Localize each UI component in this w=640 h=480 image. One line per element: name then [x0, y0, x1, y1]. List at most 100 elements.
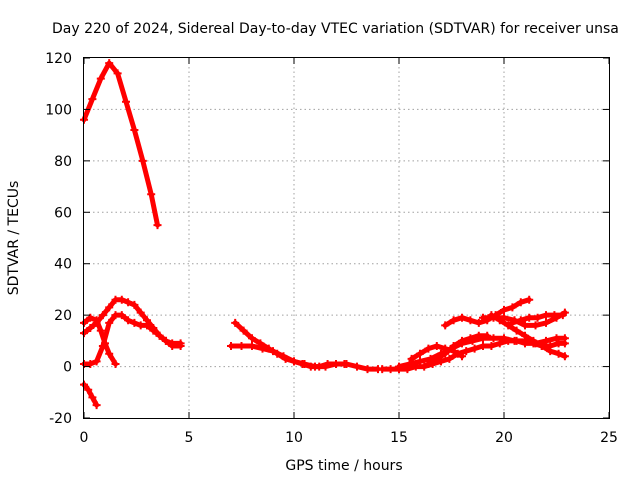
data-point — [88, 393, 97, 402]
data-point — [130, 126, 139, 134]
data-point — [432, 354, 441, 363]
data-point — [420, 362, 429, 371]
data-point — [248, 334, 256, 343]
data-point — [176, 339, 185, 348]
data-point — [445, 354, 454, 363]
data-point — [552, 334, 561, 343]
data-point — [487, 342, 496, 350]
data-point — [487, 311, 496, 320]
data-point — [84, 385, 93, 394]
data-point — [432, 342, 441, 350]
data-point — [537, 342, 546, 350]
data-point — [424, 360, 433, 368]
data-point — [147, 190, 156, 199]
data-point — [227, 342, 235, 350]
data-point — [117, 295, 126, 304]
y-tick-label: 20 — [54, 308, 72, 324]
data-point — [105, 349, 114, 358]
data-point — [239, 326, 248, 335]
data-point — [101, 339, 109, 348]
data-point — [416, 349, 424, 358]
y-tick-label: 60 — [54, 205, 72, 221]
data-point — [113, 69, 122, 78]
data-point — [96, 326, 105, 335]
data-point — [531, 321, 540, 330]
data-point — [560, 352, 569, 361]
data-point — [86, 324, 95, 332]
data-point — [300, 360, 309, 368]
data-point — [474, 318, 483, 327]
y-tick-label: -20 — [49, 411, 72, 427]
data-point — [86, 313, 95, 322]
data-point — [92, 401, 101, 410]
data-point — [508, 303, 517, 312]
data-series — [80, 59, 569, 410]
data-point — [542, 311, 550, 320]
data-point — [546, 347, 555, 356]
x-tick-label: 20 — [495, 430, 513, 446]
data-point — [153, 221, 162, 230]
y-tick-label: 0 — [63, 360, 72, 376]
data-point — [86, 360, 95, 368]
data-point — [124, 316, 133, 325]
data-point — [332, 360, 340, 368]
data-point — [248, 342, 256, 350]
data-point — [269, 347, 277, 356]
data-point — [105, 303, 114, 312]
series-arc-1 — [81, 60, 160, 228]
data-point — [533, 313, 542, 322]
y-tick-label: 80 — [54, 154, 72, 170]
data-point — [130, 318, 139, 327]
x-axis-label: GPS time / hours — [285, 458, 402, 474]
data-point — [136, 308, 145, 317]
data-point — [378, 365, 387, 374]
data-point — [143, 316, 151, 325]
plot-frame — [83, 57, 610, 419]
data-point — [279, 352, 288, 361]
y-axis-label: SDTVAR / TECUs — [6, 181, 22, 296]
data-point — [96, 74, 105, 83]
data-point — [495, 316, 504, 325]
data-point — [521, 321, 529, 330]
data-point — [92, 318, 101, 327]
data-point — [542, 318, 550, 327]
data-point — [500, 306, 508, 314]
data-point — [138, 156, 147, 165]
data-point — [516, 298, 525, 307]
data-point — [529, 336, 538, 345]
data-point — [311, 362, 319, 371]
data-point — [512, 326, 521, 335]
data-point — [105, 59, 114, 68]
data-point — [407, 354, 416, 363]
data-point — [449, 342, 458, 350]
data-point — [258, 344, 267, 353]
data-point — [353, 362, 361, 371]
data-point — [516, 316, 525, 325]
data-point — [550, 311, 559, 320]
data-point — [560, 334, 569, 343]
data-point — [161, 336, 170, 345]
data-point — [525, 295, 534, 304]
data-point — [504, 321, 513, 330]
y-tick-label: 100 — [45, 102, 72, 118]
data-point — [483, 331, 492, 340]
data-point — [508, 318, 517, 327]
data-point — [231, 318, 240, 327]
data-point — [155, 331, 164, 340]
data-point — [510, 336, 519, 345]
data-point — [466, 334, 475, 343]
data-point — [130, 300, 139, 309]
data-point — [479, 313, 487, 322]
data-point — [474, 331, 483, 340]
data-point — [542, 336, 550, 345]
data-point — [470, 344, 479, 353]
x-tick-label: 5 — [185, 430, 194, 446]
data-point — [405, 360, 414, 368]
data-point — [88, 95, 97, 104]
data-point — [466, 316, 475, 325]
x-tick-label: 0 — [80, 430, 89, 446]
x-tick-label: 15 — [390, 430, 408, 446]
series-arc-4 — [81, 297, 184, 346]
y-tick-label: 40 — [54, 257, 72, 273]
